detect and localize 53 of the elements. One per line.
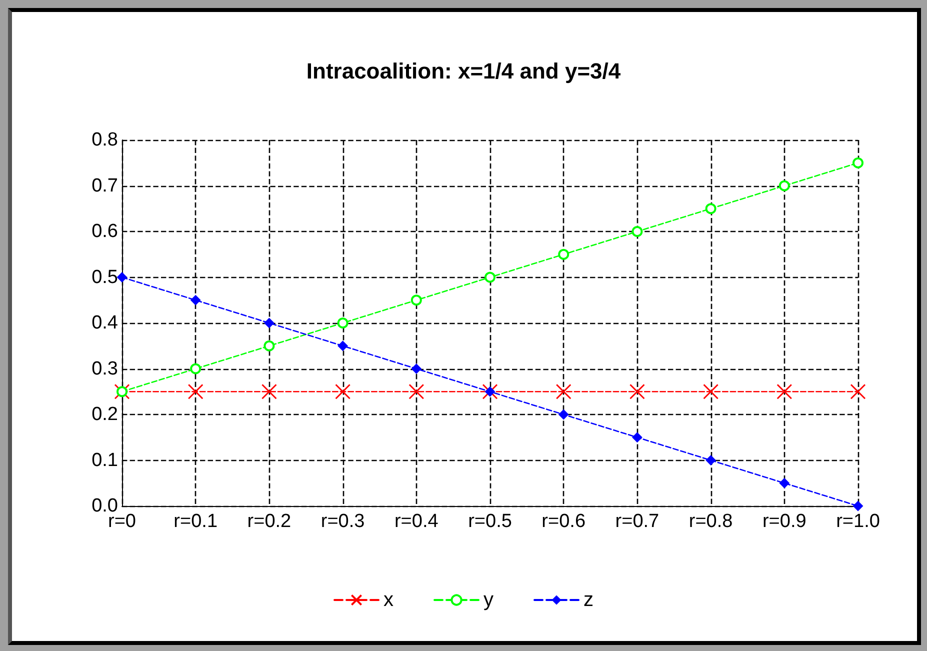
point xyxy=(778,180,790,192)
point xyxy=(335,384,351,400)
x-tick-label: r=0.7 xyxy=(615,511,660,532)
point xyxy=(410,294,422,306)
point xyxy=(779,478,790,488)
point xyxy=(188,384,204,400)
y-tick-label: 0.2 xyxy=(92,404,118,425)
point xyxy=(482,384,498,400)
y-tick-label: 0.1 xyxy=(92,450,118,471)
x-tick-label: r=0.4 xyxy=(394,511,439,532)
y-tick-label: 0.6 xyxy=(92,221,118,242)
point xyxy=(705,203,716,214)
point xyxy=(117,272,127,282)
point xyxy=(556,384,572,400)
point xyxy=(852,157,864,168)
point xyxy=(558,410,569,420)
point xyxy=(411,364,422,374)
point xyxy=(190,363,202,374)
point xyxy=(338,340,348,351)
x-tick-label: r=0.9 xyxy=(762,511,806,532)
x-tick-label: r=0.2 xyxy=(247,511,292,532)
legend-label: x xyxy=(384,589,394,611)
y-tick-label: 0.7 xyxy=(92,175,118,196)
point xyxy=(850,384,866,400)
point xyxy=(706,455,716,466)
y-tick-label: 0.3 xyxy=(92,358,118,380)
x-tick-label: r=0.1 xyxy=(174,511,218,532)
point xyxy=(261,384,277,400)
x-tick-label: r=0.5 xyxy=(468,511,512,532)
point xyxy=(776,384,792,400)
point xyxy=(408,384,424,400)
y-tick-label: 0.4 xyxy=(92,312,118,334)
point xyxy=(337,318,348,328)
x-tick-label: r=0.8 xyxy=(688,511,733,532)
point xyxy=(264,340,275,352)
legend-label: y xyxy=(484,589,494,611)
point xyxy=(703,384,719,400)
point xyxy=(485,386,495,397)
point xyxy=(190,295,201,306)
point xyxy=(853,501,863,511)
point xyxy=(629,384,645,400)
y-tick-label: 0.8 xyxy=(92,130,118,150)
point xyxy=(632,432,642,442)
y-tick-label: 0.5 xyxy=(92,266,118,288)
x-tick-label: r=0.6 xyxy=(542,511,586,532)
chart-title: Intracoalition: x=1/4 and y=3/4 xyxy=(306,58,622,84)
legend-label: z xyxy=(584,589,594,611)
x-tick-label: r=1.0 xyxy=(836,511,880,532)
x-tick-label: r=0.3 xyxy=(320,511,365,532)
point xyxy=(632,226,643,237)
point xyxy=(484,272,496,283)
point xyxy=(264,318,274,328)
point xyxy=(558,248,570,260)
